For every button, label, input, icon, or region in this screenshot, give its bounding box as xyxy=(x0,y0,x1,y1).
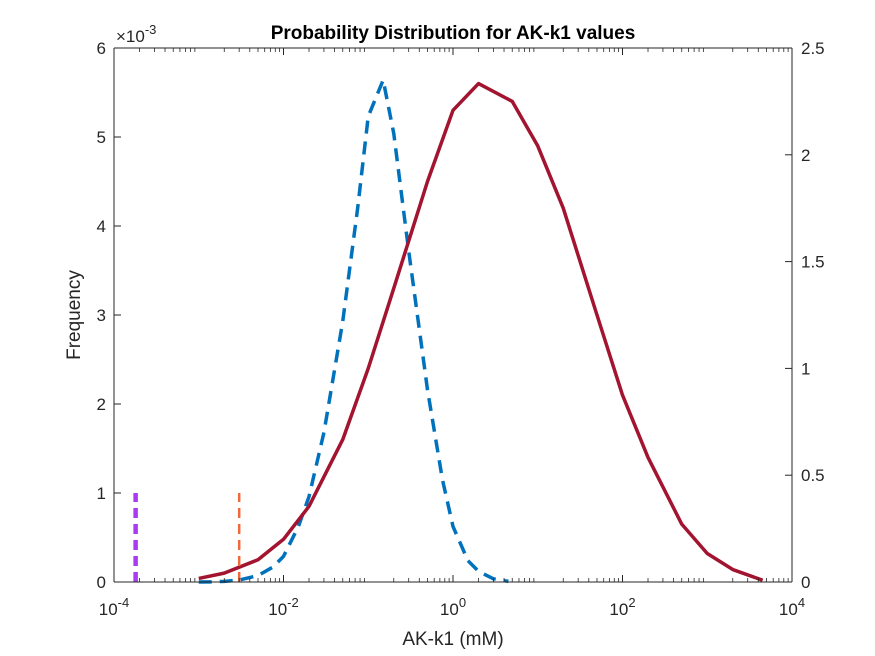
y-exponent-base: ×10 xyxy=(116,27,145,46)
y-exponent-label: ×10-3 xyxy=(116,22,156,46)
x-tick-power-0: -4 xyxy=(118,595,130,610)
x-tick-base-4: 10 xyxy=(779,600,798,619)
chart-title: Probability Distribution for AK-k1 value… xyxy=(271,23,636,44)
x-axis-title: AK-k1 (mM) xyxy=(402,629,503,650)
series-line-1 xyxy=(198,81,764,582)
y-right-tick-label-2: 1 xyxy=(801,359,810,378)
series-layer xyxy=(133,78,764,584)
x-tick-power-2: 0 xyxy=(459,595,466,610)
y-axis-title: Frequency xyxy=(64,270,85,360)
x-tick-power-4: 4 xyxy=(798,595,805,610)
y-left-tick-label-2: 2 xyxy=(97,395,106,414)
x-tick-base-2: 10 xyxy=(440,600,459,619)
y-left-tick-label-3: 3 xyxy=(97,306,106,325)
x-tick-label-4: 104 xyxy=(779,595,805,619)
x-tick-label-1: 10-2 xyxy=(268,595,298,619)
y-left-tick-label-5: 5 xyxy=(97,128,106,147)
y-left-tick-label-4: 4 xyxy=(97,217,106,236)
x-tick-base-0: 10 xyxy=(99,600,118,619)
y-right-tick-label-4: 2 xyxy=(801,146,810,165)
series-line-0 xyxy=(198,78,509,584)
y-left-tick-label-0: 0 xyxy=(97,573,106,592)
plot-background xyxy=(114,48,792,582)
y-left-tick-label-6: 6 xyxy=(97,39,106,58)
x-tick-label-2: 100 xyxy=(440,595,466,619)
x-tick-power-1: -2 xyxy=(287,595,299,610)
y-left-tick-label-1: 1 xyxy=(97,484,106,503)
y-right-tick-label-3: 1.5 xyxy=(801,253,825,272)
x-tick-base-3: 10 xyxy=(609,600,628,619)
x-tick-label-3: 102 xyxy=(609,595,635,619)
x-tick-label-0: 10-4 xyxy=(99,595,129,619)
y-right-tick-label-1: 0.5 xyxy=(801,466,825,485)
x-tick-base-1: 10 xyxy=(268,600,287,619)
y-exponent-power: -3 xyxy=(145,22,157,37)
x-tick-power-3: 2 xyxy=(628,595,635,610)
y-right-tick-label-0: 0 xyxy=(801,573,810,592)
y-right-tick-label-5: 2.5 xyxy=(801,39,825,58)
